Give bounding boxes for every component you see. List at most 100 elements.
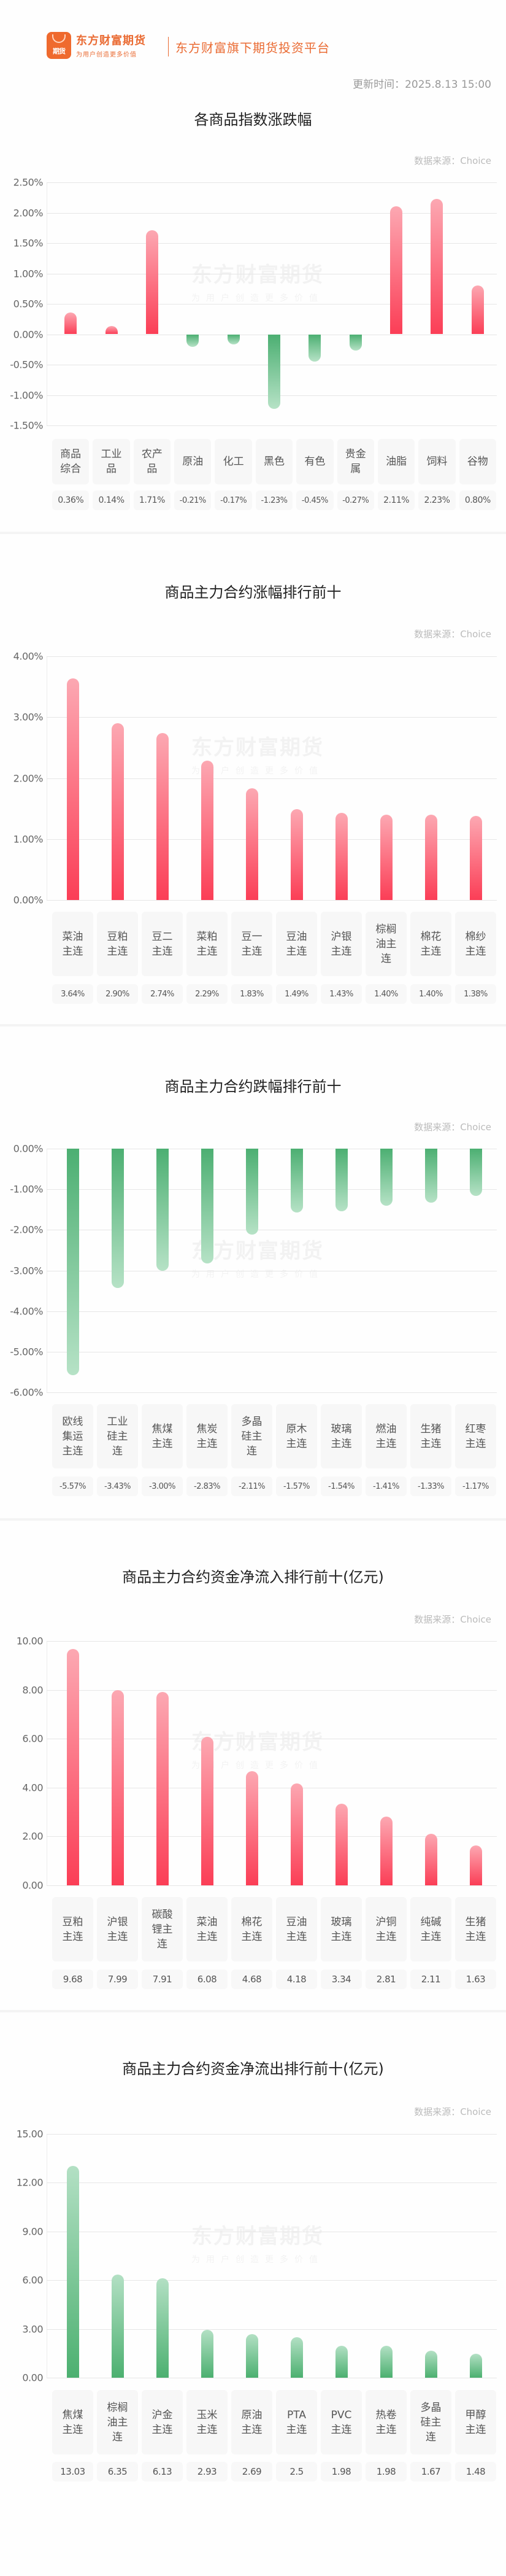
category-label: 原木 主连 bbox=[276, 1404, 317, 1468]
value-label: 7.91 bbox=[142, 1969, 183, 1989]
gridline bbox=[47, 2134, 497, 2135]
category-label: 棉花 主连 bbox=[410, 912, 451, 976]
category-label: 饲料 bbox=[418, 439, 456, 484]
bar[interactable] bbox=[201, 1149, 213, 1264]
y-tick-label: 6.00 bbox=[22, 1732, 43, 1745]
bar[interactable] bbox=[227, 334, 240, 345]
header: 期货 东方财富期货 为用户创造更多价值 东方财富旗下期货投资平台 更新时间：20… bbox=[0, 0, 506, 91]
bar[interactable] bbox=[245, 788, 258, 900]
category-label: 生猪 主连 bbox=[455, 1897, 496, 1961]
bar[interactable] bbox=[290, 1783, 303, 1885]
bar[interactable] bbox=[66, 1149, 79, 1375]
data-source: 数据来源：Choice bbox=[414, 1122, 491, 1133]
bar[interactable] bbox=[111, 723, 124, 900]
bar[interactable] bbox=[424, 815, 437, 900]
y-tick-label: -0.50% bbox=[10, 359, 43, 371]
bar[interactable] bbox=[66, 678, 79, 900]
bar[interactable] bbox=[245, 1149, 258, 1235]
bar[interactable] bbox=[145, 230, 158, 335]
bar[interactable] bbox=[380, 1149, 393, 1206]
watermark-brand: 东方财富期货 bbox=[191, 735, 324, 760]
bar[interactable] bbox=[201, 760, 213, 900]
bar[interactable] bbox=[335, 813, 348, 900]
bar[interactable] bbox=[469, 816, 482, 900]
value-label: 1.98 bbox=[321, 2462, 362, 2481]
bar[interactable] bbox=[335, 1149, 348, 1211]
brand-logo-icon: 期货 bbox=[47, 32, 71, 59]
bar[interactable] bbox=[105, 325, 118, 335]
gridline bbox=[47, 1311, 497, 1312]
bar[interactable] bbox=[424, 1834, 437, 1885]
bar[interactable] bbox=[201, 2330, 213, 2378]
bar[interactable] bbox=[201, 1737, 213, 1885]
bar[interactable] bbox=[380, 815, 393, 900]
y-tick-label: 0.00% bbox=[13, 894, 44, 906]
category-label: 豆粕 主连 bbox=[97, 912, 138, 976]
bar[interactable] bbox=[66, 2166, 79, 2378]
category-label: 谷物 bbox=[459, 439, 496, 484]
bar[interactable] bbox=[335, 2345, 348, 2378]
bar[interactable] bbox=[156, 733, 169, 900]
bar[interactable] bbox=[469, 1845, 482, 1885]
value-label: -0.27% bbox=[337, 491, 374, 510]
category-label: 甲醇 主连 bbox=[455, 2390, 496, 2454]
value-label: -1.41% bbox=[366, 1476, 407, 1496]
bar[interactable] bbox=[156, 1692, 169, 1885]
bar[interactable] bbox=[156, 1149, 169, 1271]
category-label: 玉米 主连 bbox=[186, 2390, 228, 2454]
bar[interactable] bbox=[290, 809, 303, 900]
value-label: 9.68 bbox=[52, 1969, 93, 1989]
y-tick-label: 0.00 bbox=[22, 1879, 43, 1891]
bar[interactable] bbox=[380, 2345, 393, 2378]
bar[interactable] bbox=[290, 1149, 303, 1212]
value-label: 3.64% bbox=[52, 984, 93, 1004]
bar[interactable] bbox=[380, 1817, 393, 1885]
bar[interactable] bbox=[424, 2350, 437, 2378]
category-label: 红枣 主连 bbox=[455, 1404, 496, 1468]
category-label: 棉纱 主连 bbox=[455, 912, 496, 976]
category-label: 豆粕 主连 bbox=[52, 1897, 93, 1961]
bar[interactable] bbox=[469, 1149, 482, 1197]
gridline bbox=[47, 182, 497, 183]
bar[interactable] bbox=[290, 2337, 303, 2378]
section-divider bbox=[0, 1518, 506, 1521]
value-label: 1.48 bbox=[455, 2462, 496, 2481]
bar[interactable] bbox=[111, 2274, 124, 2378]
header-divider bbox=[168, 37, 169, 56]
value-label: -1.17% bbox=[455, 1476, 496, 1496]
category-label: 欧线 集运 主连 bbox=[52, 1404, 93, 1468]
bar[interactable] bbox=[111, 1149, 124, 1288]
bar[interactable] bbox=[431, 198, 443, 335]
bar[interactable] bbox=[390, 206, 403, 335]
bar[interactable] bbox=[471, 285, 484, 335]
bar[interactable] bbox=[469, 2353, 482, 2378]
gridline bbox=[47, 2182, 497, 2184]
value-label: 1.40% bbox=[366, 984, 407, 1004]
bar[interactable] bbox=[245, 2334, 258, 2378]
bar[interactable] bbox=[424, 1149, 437, 1203]
bar[interactable] bbox=[156, 2278, 169, 2378]
bar[interactable] bbox=[335, 1804, 348, 1885]
value-label: 1.63 bbox=[455, 1969, 496, 1989]
bar[interactable] bbox=[245, 1771, 258, 1885]
gridline bbox=[47, 717, 497, 718]
bar[interactable] bbox=[64, 312, 77, 335]
data-source: 数据来源：Choice bbox=[414, 1614, 491, 1625]
value-label: 13.03 bbox=[52, 2462, 93, 2481]
bar[interactable] bbox=[111, 1690, 124, 1885]
bar[interactable] bbox=[349, 334, 362, 351]
value-label: -2.83% bbox=[186, 1476, 228, 1496]
value-label: 6.08 bbox=[186, 1969, 228, 1989]
watermark: 东方财富期货 为用户创造更多价值 bbox=[184, 258, 331, 304]
bar[interactable] bbox=[186, 334, 199, 347]
category-label: 工业 硅主 连 bbox=[97, 1404, 138, 1468]
value-label: 2.90% bbox=[97, 984, 138, 1004]
y-tick-label: 1.00% bbox=[13, 268, 44, 279]
y-tick-label: -3.00% bbox=[10, 1265, 43, 1276]
bar[interactable] bbox=[66, 1648, 79, 1885]
y-tick-label: 0.50% bbox=[13, 298, 44, 310]
y-tick-label: -1.50% bbox=[10, 419, 43, 432]
bar[interactable] bbox=[309, 334, 321, 362]
y-tick-label: 2.00% bbox=[13, 207, 44, 219]
bar[interactable] bbox=[268, 334, 280, 409]
